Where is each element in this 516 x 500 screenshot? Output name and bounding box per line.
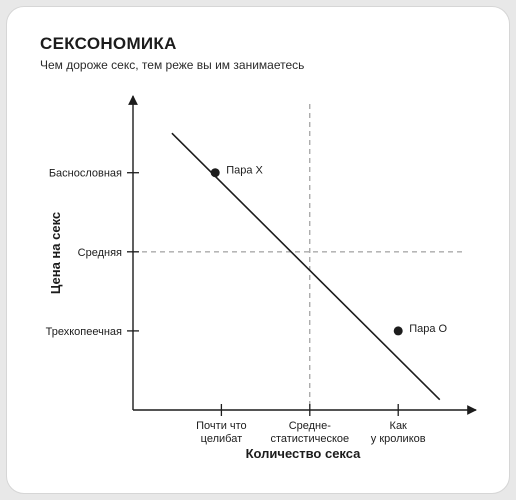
x-tick-label: статистическое <box>270 433 349 445</box>
x-tick-label: Почти что <box>196 420 247 432</box>
chart-card <box>6 6 510 494</box>
data-point-label: Пара О <box>409 323 447 335</box>
series-line <box>171 132 441 401</box>
x-tick-label: Средне- <box>289 420 332 432</box>
y-tick-label: Трехкопеечная <box>46 326 122 338</box>
x-tick-label: Как <box>390 420 408 432</box>
x-axis-label: Количество секса <box>246 446 362 461</box>
chart-title: СЕКСОНОМИКА <box>40 34 177 53</box>
y-axis-label: Цена на секс <box>48 212 63 294</box>
x-tick-label: у кроликов <box>371 433 426 445</box>
x-tick-label: целибат <box>201 433 242 445</box>
data-point-label: Пара X <box>226 165 263 177</box>
y-tick-label: Средняя <box>78 247 122 259</box>
data-point <box>210 168 220 178</box>
data-point <box>393 326 403 336</box>
chart-subtitle: Чем дороже секс, тем реже вы им занимает… <box>40 58 305 72</box>
y-tick-label: Баснословная <box>49 168 122 180</box>
